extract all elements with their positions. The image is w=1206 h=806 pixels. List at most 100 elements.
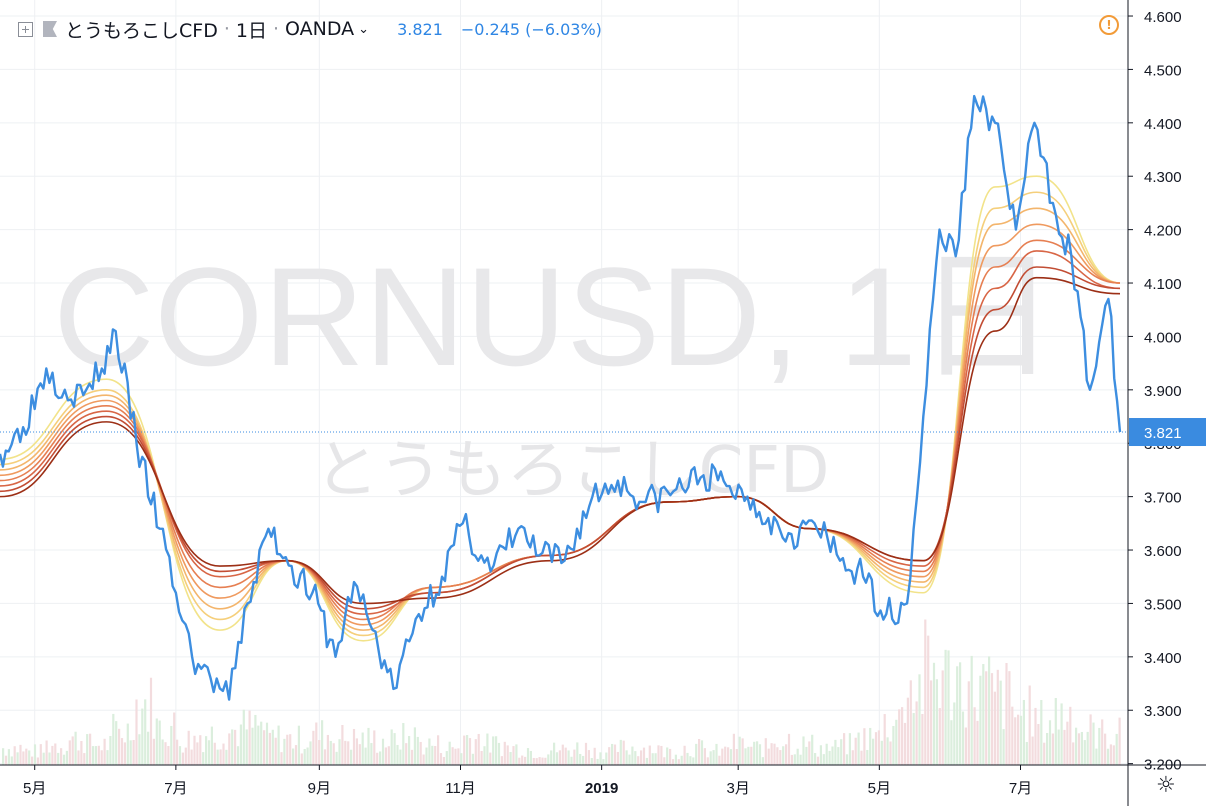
price-change: −0.245 (−6.03%) [460,19,602,39]
symbol-name[interactable]: とうもろこしCFD [65,19,218,42]
volume-bar [1005,663,1008,765]
volume-bar [680,755,683,765]
volume-bar [703,748,706,765]
volume-bar [367,727,370,765]
volume-bar [419,741,422,765]
volume-bar [950,720,953,765]
volume-bar [442,756,445,765]
volume-bar [202,752,205,765]
volume-bar [294,745,298,765]
volume-bar [257,725,260,765]
volume-bar [86,734,89,765]
volume-bar [141,708,144,765]
volume-bar [129,740,132,765]
volume-bar [1014,717,1017,765]
flag-icon[interactable] [43,21,57,37]
volume-bar [1072,742,1075,765]
volume-bar [628,754,631,765]
volume-bar [25,748,28,765]
volume-bar [529,750,532,765]
volume-bar [100,750,103,765]
separator: · [223,18,230,40]
volume-bar [355,738,358,765]
volume-bar [637,756,640,765]
volume-bar [1089,714,1092,765]
volume-bar [265,722,269,765]
volume-bar [323,749,327,765]
volume-bar [944,649,947,765]
chevron-down-icon[interactable]: ⌄ [358,21,370,37]
volume-bar [941,670,944,765]
volume-bar [416,736,419,765]
exclamation-circle-icon[interactable]: ! [1099,15,1119,35]
volume-bar [103,738,106,765]
volume-bar [1011,706,1014,765]
volume-bar [834,739,837,765]
volume-bar [428,738,431,765]
volume-bar [700,740,704,765]
volume-bar [437,735,440,765]
volume-bar [303,748,306,765]
volume-bar [239,724,242,765]
volume-bar [10,756,13,765]
volume-bar [135,699,138,765]
volume-bar [413,727,416,765]
volume-bar [39,744,42,765]
volume-bar [747,746,750,765]
x-tick-label: 9月 [308,780,331,797]
volume-bar [741,738,744,765]
volume-bar [822,754,825,765]
volume-bar [474,739,477,765]
volume-bar [611,743,614,765]
volume-bar [245,729,248,765]
volume-bar [930,680,933,765]
volume-bar [16,752,19,765]
volume-bar [503,741,506,765]
volume-bar [468,738,472,765]
volume-bar [561,744,564,765]
volume-bar [425,747,428,765]
plus-square-icon[interactable] [18,21,33,37]
volume-bar [1019,715,1023,765]
volume-bar [193,735,196,765]
x-tick-label: 11月 [445,780,476,797]
volume-bar [370,743,373,765]
volume-bar [384,747,387,765]
volume-bar [1066,721,1069,765]
x-tick-label: 7月 [1009,780,1032,797]
interval-label[interactable]: 1日 [235,19,267,42]
volume-bar [155,718,158,765]
volume-bar [683,745,686,765]
volume-bar [999,680,1002,765]
volume-bar [216,749,219,765]
volume-bar [848,733,851,765]
volume-bar [463,735,466,765]
volume-bar [785,744,788,765]
volume-bar [94,746,97,765]
volume-bar [686,752,689,765]
volume-bar [62,754,66,765]
volume-bar [750,746,753,765]
volume-bar [22,751,25,765]
volume-bar [932,662,936,765]
volume-bar [1060,703,1063,765]
gear-icon[interactable]: ☼ [1156,773,1176,798]
volume-bar [956,666,959,765]
volume-bar [651,753,654,765]
volume-bar [112,713,115,765]
volume-bar [434,746,437,765]
volume-bar [616,751,619,765]
volume-bar [509,752,512,765]
volume-bar [60,748,63,765]
volume-bar [886,737,889,765]
volume-bar [286,734,289,765]
volume-bar [471,753,474,765]
volume-bar [460,753,463,765]
volume-bar [666,747,669,765]
volume-bar [1086,731,1089,765]
volume-bar [68,740,71,765]
volume-bar [466,735,469,765]
exchange-label[interactable]: OANDA [285,18,355,40]
